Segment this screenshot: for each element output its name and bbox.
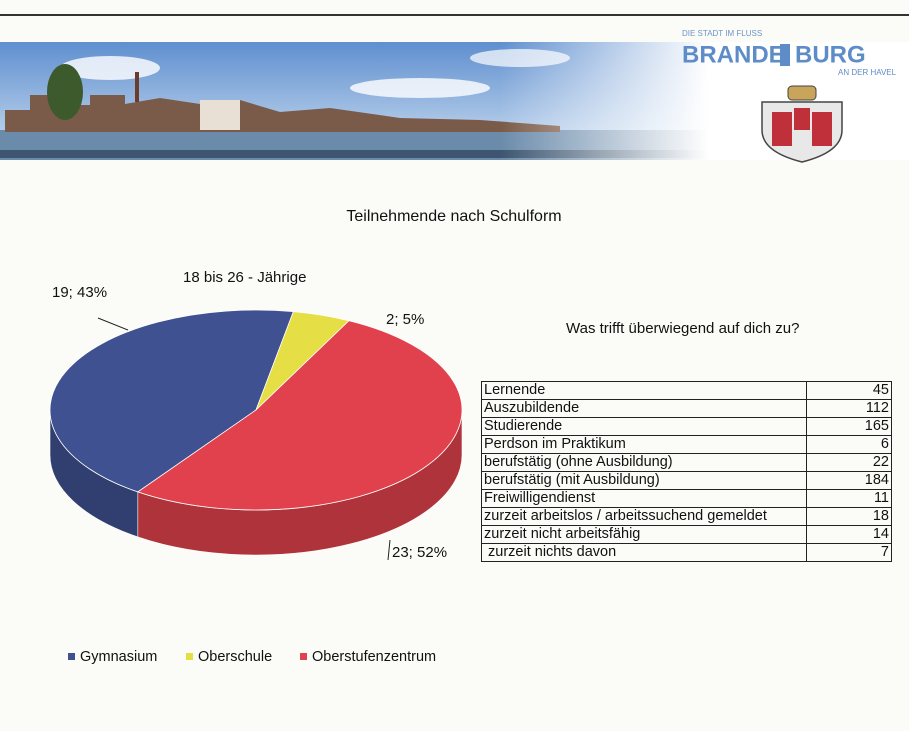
table-row: Perdson im Praktikum 6 (481, 435, 893, 454)
table-row: berufstätig (mit Ausbildung) 184 (481, 471, 893, 490)
leader-line (97, 317, 129, 331)
table-value: 165 (805, 417, 893, 436)
table-row: berufstätig (ohne Ausbildung) 22 (481, 453, 893, 472)
logo-left: BRANDE (682, 41, 785, 68)
legend-label: Oberstufenzentrum (312, 649, 436, 665)
table-label: zurzeit nichts davon (481, 543, 807, 562)
banner: DIE STADT IM FLUSS BRANDE BURG AN DER HA… (0, 14, 909, 163)
data-label: 19; 43% (52, 284, 107, 301)
leader-line (387, 539, 391, 561)
table-label: berufstätig (ohne Ausbildung) (481, 453, 807, 472)
pie (49, 309, 463, 556)
pie-slice (49, 309, 294, 493)
table-value: 11 (805, 489, 893, 508)
table-row: Freiwilligendienst 11 (481, 489, 893, 508)
table-row: zurzeit nicht arbeitsfähig 14 (481, 525, 893, 544)
chart-title: Teilnehmende nach Schulform (346, 208, 561, 225)
data-label: 2; 5% (386, 311, 424, 328)
table-label: Freiwilligendienst (481, 489, 807, 508)
table-label: Auszubildende (481, 399, 807, 418)
table-value: 7 (805, 543, 893, 562)
table-label: Studierende (481, 417, 807, 436)
table-value: 45 (805, 381, 893, 400)
table-row: zurzeit nichts davon 7 (481, 543, 893, 562)
data-label: 23; 52% (392, 544, 447, 561)
legend-swatch (68, 653, 75, 660)
coat-of-arms (761, 85, 843, 163)
legend-swatch (300, 653, 307, 660)
legend: Gymnasium Oberschule Oberstufenzentrum (68, 649, 436, 665)
legend-label: Oberschule (198, 649, 272, 665)
logo-sub: AN DER HAVEL (838, 68, 897, 77)
table-value: 184 (805, 471, 893, 490)
table-row: Auszubildende 112 (481, 399, 893, 418)
table-value: 14 (805, 525, 893, 544)
table: Lernende 45 Auszubildende 112 Studierende 165… (481, 381, 893, 562)
table-label: Lernende (481, 381, 807, 400)
table-value: 112 (805, 399, 893, 418)
table-row: zurzeit arbeitslos / arbeitssuchend geme… (481, 507, 893, 526)
legend-label: Gymnasium (80, 649, 157, 665)
legend-swatch (186, 653, 193, 660)
chart-subtitle: 18 bis 26 - Jährige (183, 269, 306, 286)
table-row: Lernende 45 (481, 381, 893, 400)
table-label: berufstätig (mit Ausbildung) (481, 471, 807, 490)
table-row: Studierende 165 (481, 417, 893, 436)
pie-slice (136, 320, 463, 511)
table-label: Perdson im Praktikum (481, 435, 807, 454)
table-value: 22 (805, 453, 893, 472)
tagline: DIE STADT IM FLUSS (682, 29, 762, 38)
logo-right: BURG (795, 41, 866, 68)
table-value: 18 (805, 507, 893, 526)
table-title: Was trifft überwiegend auf dich zu? (566, 320, 800, 337)
table-value: 6 (805, 435, 893, 454)
table-label: zurzeit nicht arbeitsfähig (481, 525, 807, 544)
table-label: zurzeit arbeitslos / arbeitssuchend geme… (481, 507, 807, 526)
